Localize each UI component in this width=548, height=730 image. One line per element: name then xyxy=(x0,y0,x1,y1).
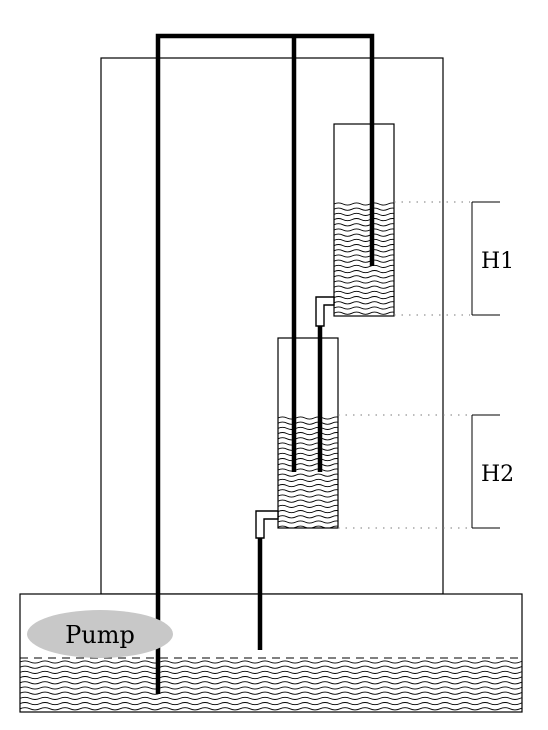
water-wave-line xyxy=(278,468,338,472)
h2-label: H2 xyxy=(481,462,514,487)
water-wave-line xyxy=(334,296,394,300)
water-wave-line xyxy=(278,515,338,519)
lower-outlet-elbow xyxy=(255,510,279,539)
water-wave-line xyxy=(334,306,394,310)
upper-outlet-elbow xyxy=(315,296,335,327)
water-wave-line xyxy=(20,660,522,664)
water-wave-line xyxy=(20,670,522,674)
pump-body xyxy=(27,610,173,658)
water-wave-line xyxy=(20,665,522,669)
h2-dimension xyxy=(471,414,500,529)
water-wave-line xyxy=(20,686,522,690)
water-wave-line xyxy=(278,416,338,420)
water-wave-line xyxy=(278,426,338,430)
water-wave-line xyxy=(278,494,338,498)
water-wave-line xyxy=(278,520,338,524)
water-wave-line xyxy=(278,421,338,425)
supply-pipes xyxy=(155,33,375,694)
water-wave-line xyxy=(20,696,522,700)
water-wave-line xyxy=(334,285,394,289)
water-wave-line xyxy=(278,510,338,514)
level-guides xyxy=(338,201,470,529)
main-supply-pipe xyxy=(155,33,375,694)
water-wave-line xyxy=(278,447,338,451)
h1-dimension xyxy=(471,201,500,316)
water-wave-line xyxy=(278,484,338,488)
water-wave-line xyxy=(278,525,338,528)
water-wave-line xyxy=(278,442,338,446)
water-wave-line xyxy=(334,301,394,305)
water-wave-line xyxy=(278,458,338,462)
water-wave-line xyxy=(334,264,394,268)
water-wave-line xyxy=(278,452,338,456)
water-wave-line xyxy=(278,504,338,508)
water-wave-line xyxy=(278,463,338,467)
pump-label: Pump xyxy=(65,621,135,649)
water-wave-line xyxy=(278,437,338,441)
water-wave-line xyxy=(278,499,338,503)
water-wave-line xyxy=(334,270,394,274)
water-wave-line xyxy=(334,275,394,279)
water-wave-line xyxy=(334,280,394,284)
h1-label: H1 xyxy=(481,249,514,274)
water-wave-line xyxy=(20,676,522,680)
water-wave-line xyxy=(20,691,522,695)
lower-tank xyxy=(277,337,339,529)
water-wave-line xyxy=(20,681,522,685)
water-wave-line xyxy=(278,432,338,436)
water-wave-line xyxy=(334,311,394,315)
water-wave-line xyxy=(278,478,338,482)
water-wave-line xyxy=(278,473,338,477)
lower-tank-water xyxy=(278,416,338,528)
base-water-waves xyxy=(20,660,522,711)
water-wave-line xyxy=(278,489,338,493)
water-wave-line xyxy=(20,702,522,706)
water-wave-line xyxy=(20,707,522,711)
water-wave-line xyxy=(334,290,394,294)
